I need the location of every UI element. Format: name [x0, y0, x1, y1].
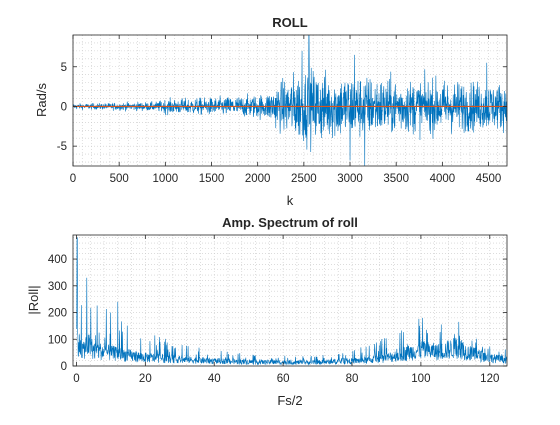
spectrum-x-tick-label: 40 — [208, 373, 221, 385]
spectrum-x-tick-label: 120 — [480, 373, 499, 385]
spectrum-grid — [73, 235, 507, 367]
spectrum-x-tick-label: 0 — [73, 373, 79, 385]
spectrum-x-label: Fs/2 — [277, 393, 302, 408]
spectrum-y-tick-label: 100 — [48, 334, 67, 346]
roll-ticks: 0 500 1000 1500 2000 2500 3000 3500 4000 4500 -5 0 5 — [57, 35, 507, 185]
spectrum-series — [76, 237, 507, 366]
spectrum-x-tick-label: 100 — [411, 373, 430, 385]
spectrum-line — [76, 237, 507, 366]
roll-series — [73, 35, 507, 166]
spectrum-y-tick-label: 0 — [61, 361, 67, 373]
roll-x-tick-label: 500 — [110, 173, 129, 185]
spectrum-x-tick-label: 80 — [346, 373, 359, 385]
roll-y-label: Rad/s — [34, 83, 49, 117]
roll-x-tick-label: 4000 — [430, 173, 456, 185]
roll-x-tick-label: 3500 — [383, 173, 409, 185]
spectrum-y-tick-label: 200 — [48, 308, 67, 320]
roll-x-tick-label: 2000 — [245, 173, 271, 185]
roll-x-tick-label: 1000 — [153, 173, 179, 185]
spectrum-x-tick-label: 20 — [139, 373, 152, 385]
roll-y-tick-label: -5 — [57, 141, 67, 153]
spectrum-plot: 0 20 40 60 80 100 120 0 100 200 300 400 Amp. Spectr… — [26, 215, 508, 408]
spectrum-title: Amp. Spectrum of roll — [222, 215, 358, 230]
roll-title: ROLL — [272, 15, 307, 30]
roll-x-tick-label: 4500 — [476, 173, 502, 185]
roll-x-tick-label: 1500 — [199, 173, 225, 185]
spectrum-y-tick-label: 300 — [48, 281, 67, 293]
spectrum-y-label: |Roll| — [26, 285, 41, 314]
spectrum-x-tick-label: 60 — [277, 373, 290, 385]
spectrum-y-tick-label: 400 — [48, 254, 67, 266]
roll-x-label: k — [287, 193, 294, 208]
roll-y-tick-label: 5 — [61, 62, 67, 74]
roll-x-tick-label: 0 — [70, 173, 76, 185]
spectrum-axes-box — [72, 234, 508, 367]
roll-grid — [72, 34, 508, 166]
roll-plot: 0 500 1000 1500 2000 2500 3000 3500 4000 4500 -5 0 5… — [34, 15, 508, 208]
roll-axes-box — [72, 34, 508, 167]
roll-x-tick-label: 3000 — [337, 173, 363, 185]
spectrum-ticks: 0 20 40 60 80 100 120 0 100 200 300 400 — [48, 235, 507, 385]
roll-y-tick-label: 0 — [61, 101, 67, 113]
roll-x-tick-label: 2500 — [291, 173, 317, 185]
